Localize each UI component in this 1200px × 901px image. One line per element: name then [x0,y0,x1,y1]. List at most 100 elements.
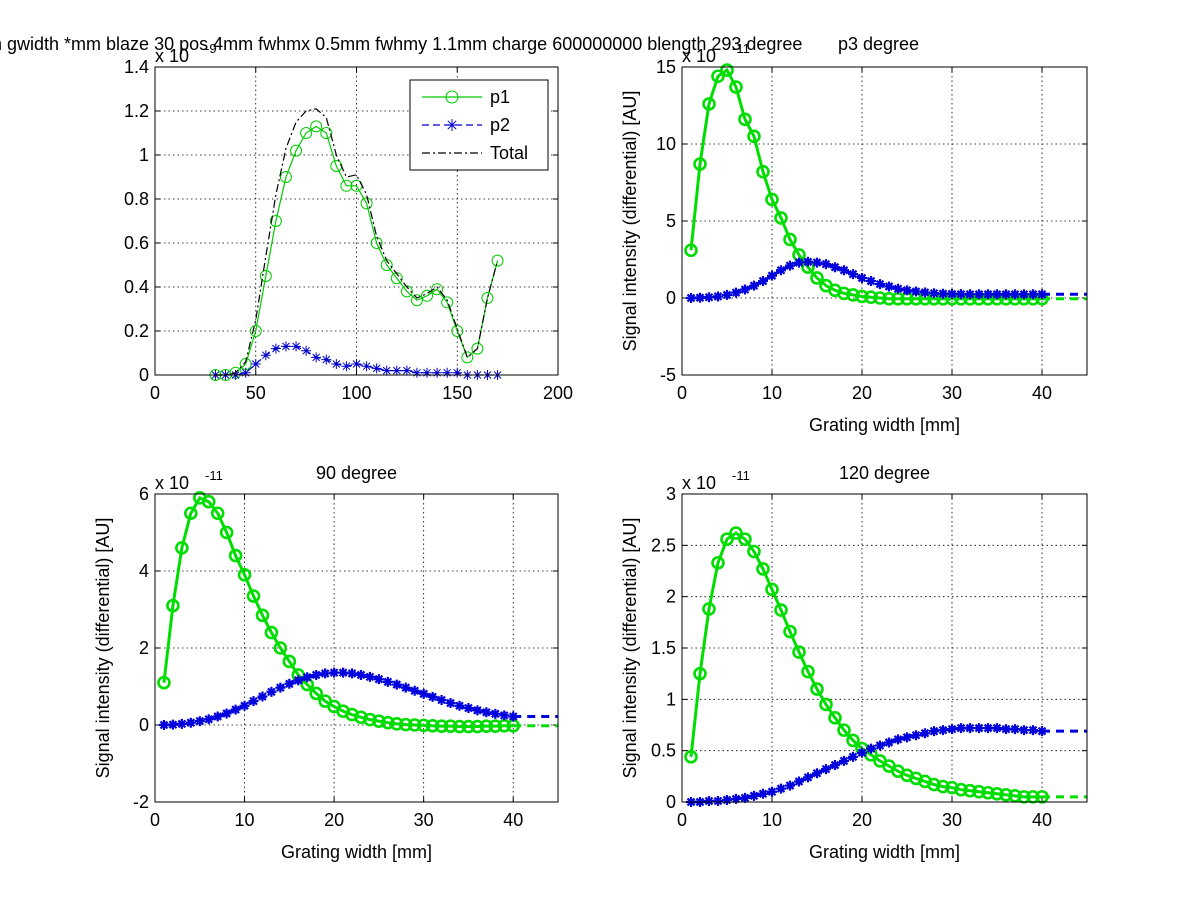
data-point-p2 [812,768,822,779]
data-point-p1 [882,291,896,306]
data-point-p2 [866,743,876,754]
axes-title: 120 degree [839,463,930,483]
data-point-p2 [749,790,759,801]
data-point-p2 [857,747,867,758]
y-axis-label: Signal intensity (differential) [AU] [620,518,640,779]
data-point-p2 [794,776,804,787]
data-point-p2 [275,682,286,693]
data-point-p1 [157,675,171,690]
x-tick-label: 0 [150,383,160,403]
data-point-p2 [776,783,786,794]
y-tick-label: -2 [133,792,149,812]
data-point-p2 [911,730,921,741]
data-point-p1 [309,686,324,701]
data-point-p2 [436,694,447,705]
axes-border [154,66,559,376]
axes-ax1: 0 50 100 150 200 0 0.2 0.4 0.6 0.8 1 1.2 1.4 x 10 -9 p1… [124,41,573,403]
data-point-p1 [246,589,261,603]
data-point-p2 [857,272,867,283]
data-point-p1 [434,719,449,733]
data-point-p2 [481,707,492,718]
x-tick-label: 20 [324,810,344,830]
data-point-p1 [300,127,313,139]
data-point-p2 [983,723,993,734]
x-tick-label: 40 [1032,383,1052,403]
data-point-p2 [974,289,984,300]
y-tick-label: 0.6 [124,233,149,253]
data-point-p2 [240,367,251,378]
y-exponent-label: x 10 [682,473,716,493]
data-point-p1 [756,562,770,576]
data-point-p1 [981,785,995,800]
y-tick-label: 0.5 [651,741,676,761]
y-tick-label: 4 [139,561,149,581]
data-point-p1 [407,718,422,732]
data-point-p2 [830,760,840,771]
data-point-p2 [686,293,696,303]
data-point-p1 [801,664,815,679]
x-tick-label: 30 [414,810,434,830]
data-point-p2 [758,276,768,287]
data-point-p1 [479,719,494,733]
data-point-p1 [720,532,734,546]
y-tick-label: 2 [139,638,149,658]
data-point-p1 [290,144,303,157]
y-axis-label: Signal intensity (differential) [AU] [620,91,640,352]
data-point-p1 [846,733,860,748]
data-point-p2 [302,672,313,683]
data-point-p2 [713,795,723,806]
series-p2 [158,667,558,730]
y-tick-label: 1.5 [651,638,676,658]
y-tick-label: 1.4 [124,57,149,77]
axes-ax4: 0 10 20 30 40 0 0.5 1 1.5 2 2.5 3 x 10 -11 120 degree G… [620,463,1088,862]
data-point-p2 [401,365,412,376]
data-point-p1 [810,271,824,285]
y-exponent-label: x 10 [155,46,189,66]
data-point-p1 [370,237,383,249]
data-point-p2 [893,734,903,745]
data-point-p2 [361,361,372,372]
data-point-p2 [965,289,975,300]
data-point-p2 [974,723,984,734]
y-tick-label: 3 [666,484,676,504]
data-point-p2 [1001,724,1011,735]
data-point-p1 [282,654,297,669]
data-point-p1 [999,788,1013,802]
data-point-p2 [1010,289,1020,300]
data-point-p2 [929,726,939,737]
data-point-p1 [729,526,743,540]
data-point-p1 [310,120,323,133]
data-point-p2 [373,674,384,685]
data-point-p2 [270,343,281,354]
x-tick-label: 10 [762,383,782,403]
data-point-p1 [972,784,986,799]
data-point-p2 [351,359,362,369]
data-point-p2 [947,724,957,735]
data-point-p2 [347,668,358,679]
legend-label: Total [490,143,528,163]
data-point-p2 [947,288,957,299]
data-point-p2 [230,704,241,715]
x-tick-label: 30 [942,383,962,403]
data-point-p2 [320,668,331,679]
y-tick-label: -5 [660,365,676,385]
data-point-p2 [722,794,732,805]
data-point-p2 [956,289,966,300]
data-point-p1 [783,232,797,247]
data-point-p1 [421,289,434,302]
data-point-p2 [248,696,259,707]
data-point-p2 [875,279,885,290]
data-point-p2 [875,740,885,751]
data-point-p1 [431,283,444,296]
data-point-p2 [301,345,312,356]
data-point-p2 [902,732,912,743]
data-point-p1 [729,80,743,94]
data-point-p2 [848,751,858,762]
data-point-p1 [425,718,440,733]
data-point-p1 [765,192,779,207]
data-point-p2 [329,667,340,678]
data-point-p1 [201,494,216,509]
x-tick-label: 0 [677,810,687,830]
data-point-p2 [767,786,777,797]
